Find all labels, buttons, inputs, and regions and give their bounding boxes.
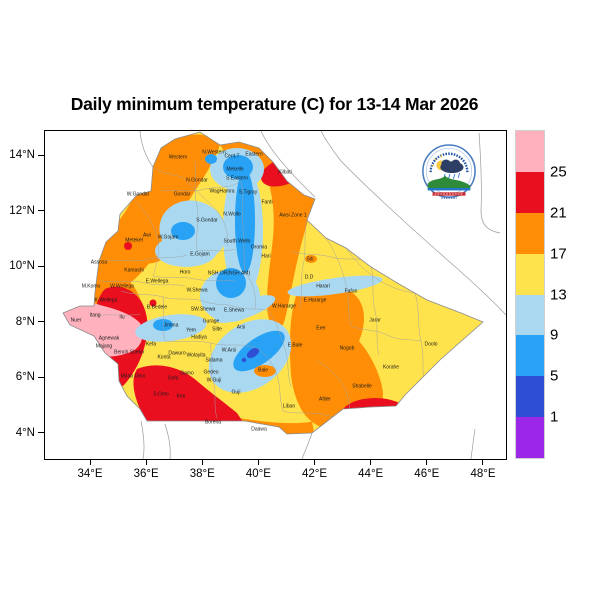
- logo-mountains-icon: [427, 175, 471, 190]
- x-axis-tick: [89, 459, 91, 465]
- logo-rain-icon: [443, 172, 461, 179]
- x-axis-tick-label: 48°E: [470, 468, 496, 480]
- page-title: Daily minimum temperature (C) for 13-14 …: [70, 94, 479, 114]
- legend-value-label: 17: [550, 245, 567, 263]
- x-axis-tick-label: 38°E: [189, 468, 215, 480]
- legend-color-swatch: [516, 253, 544, 295]
- legend-color-swatch: [516, 376, 544, 418]
- legend-value-label: 13: [550, 286, 567, 303]
- legend-labels: 25 21 17 13 9 5 1: [550, 131, 590, 458]
- legend-value-label: 1: [550, 408, 559, 426]
- y-axis-tick: [38, 376, 44, 378]
- x-axis-tick-label: 44°E: [358, 468, 384, 480]
- y-axis-tick-label: 6°N: [15, 371, 35, 383]
- y-axis-tick-label: 4°N: [15, 426, 35, 439]
- y-axis-tick: [38, 321, 44, 322]
- map-frame: Western N.Western Cent.T Eastern Mekelle S.Ea…: [44, 130, 507, 460]
- x-axis-tick-label: 42°E: [302, 468, 328, 480]
- x-axis-tick-label: 36°E: [133, 468, 159, 480]
- legend-value-label: 5: [550, 367, 559, 385]
- x-axis-tick-label: 34°E: [77, 468, 103, 480]
- y-axis-tick-label: 12°N: [9, 204, 35, 217]
- y-axis-tick: [38, 210, 44, 211]
- y-axis-tick-label: 8°N: [15, 315, 35, 328]
- x-axis-tick: [201, 459, 203, 465]
- x-axis-tick-label: 46°E: [414, 468, 440, 480]
- y-axis-tick: [38, 265, 44, 267]
- x-axis-tick: [426, 459, 428, 465]
- y-axis-tick: [38, 154, 44, 156]
- legend-value-label: 9: [550, 326, 559, 344]
- x-axis-tick: [370, 459, 372, 465]
- logo-arc-text: [429, 152, 469, 173]
- ethiopia-outline: [62, 131, 484, 435]
- met-institute-logo: [422, 144, 476, 199]
- y-axis-tick-label: 10°N: [9, 260, 35, 272]
- band-royalblue-spots: [241, 347, 260, 363]
- legend-value-label: 21: [550, 204, 567, 222]
- legend-color-swatch: [516, 212, 544, 254]
- legend-color-swatch: [516, 171, 544, 213]
- legend: [515, 130, 545, 459]
- bale-orange-patch: [254, 365, 276, 377]
- x-axis-tick: [257, 459, 259, 465]
- x-axis-tick: [482, 459, 484, 465]
- ethiopia-map-canvas: [62, 131, 506, 459]
- y-axis-tick-label: 14°N: [9, 149, 35, 161]
- logo-water-icon: [427, 188, 471, 191]
- x-axis-tick: [145, 459, 147, 465]
- legend-color-swatch: [516, 417, 544, 458]
- band-orange-regions: [93, 134, 383, 434]
- legend-color-swatch: [516, 294, 544, 336]
- legend-color-swatch: [516, 131, 544, 172]
- legend-value-label: 25: [550, 163, 567, 181]
- x-axis-tick-label: 40°E: [245, 468, 271, 480]
- neighbor-border-lines: [139, 131, 506, 459]
- zone-boundaries: [94, 160, 426, 428]
- x-axis-tick: [314, 459, 316, 465]
- y-axis-tick: [38, 432, 44, 433]
- logo-cloud-icon: [440, 159, 464, 174]
- legend-color-swatch: [516, 335, 544, 377]
